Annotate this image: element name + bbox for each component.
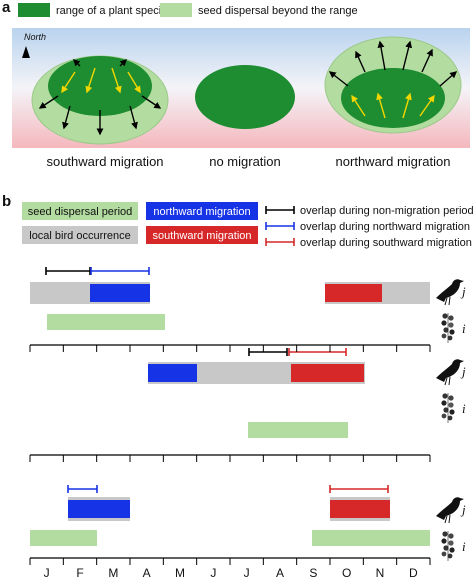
- north-arrow: [22, 46, 30, 58]
- bird-label: j: [460, 502, 466, 517]
- legend-text: overlap during non-migration period: [300, 205, 474, 217]
- legend-text: northward migration: [153, 206, 250, 218]
- range-south: [31, 55, 169, 145]
- plant-label: i: [462, 539, 466, 554]
- caption: northward migration: [336, 154, 451, 169]
- month-label: D: [409, 566, 418, 578]
- timeline-3: [30, 485, 430, 546]
- month-label: S: [309, 566, 317, 578]
- plant-icon: [440, 312, 456, 344]
- bird-label: j: [460, 284, 466, 299]
- plant-label: i: [462, 321, 466, 336]
- legend-swatch: [22, 202, 138, 220]
- month-label: M: [108, 566, 118, 578]
- legend-text: seed dispersal period: [28, 206, 133, 218]
- legend-brackets: [265, 206, 295, 246]
- timeline-2: [148, 348, 365, 438]
- timeline-1: [30, 267, 430, 330]
- legend-text: range of a plant species: [56, 5, 173, 17]
- range-north: [324, 36, 462, 134]
- month-label: A: [276, 566, 284, 578]
- plant-icon: [440, 392, 456, 424]
- month-label: N: [376, 566, 385, 578]
- month-label: A: [143, 566, 151, 578]
- legend-swatch: [22, 226, 138, 244]
- month-label: J: [244, 566, 250, 578]
- bird-icon: [435, 278, 465, 306]
- legend-text: southward migration: [152, 230, 251, 242]
- range-none: [195, 65, 295, 129]
- legend-text: overlap during northward migration: [300, 221, 470, 233]
- legend-text: local bird occurrence: [29, 230, 131, 242]
- month-label: O: [342, 566, 351, 578]
- month-label: J: [44, 566, 50, 578]
- bird-icon: [435, 358, 465, 386]
- caption: no migration: [209, 154, 281, 169]
- legend-text: overlap during southward migration: [300, 237, 472, 249]
- legend-swatch: [160, 3, 192, 17]
- month-label: J: [210, 566, 216, 578]
- plant-label: i: [462, 401, 466, 416]
- plant-icon: [440, 530, 456, 562]
- month-label: M: [175, 566, 185, 578]
- bird-label: j: [460, 364, 466, 379]
- legend-swatch: [18, 3, 50, 17]
- legend-swatch: [146, 202, 258, 220]
- month-label: F: [76, 566, 83, 578]
- legend-swatch: [146, 226, 258, 244]
- panel-label: b: [2, 193, 11, 210]
- north-label: North: [24, 32, 46, 42]
- panel-label: a: [2, 0, 11, 16]
- bird-icon: [435, 496, 465, 524]
- caption: southward migration: [46, 154, 163, 169]
- legend-text: seed dispersal beyond the range: [198, 5, 358, 17]
